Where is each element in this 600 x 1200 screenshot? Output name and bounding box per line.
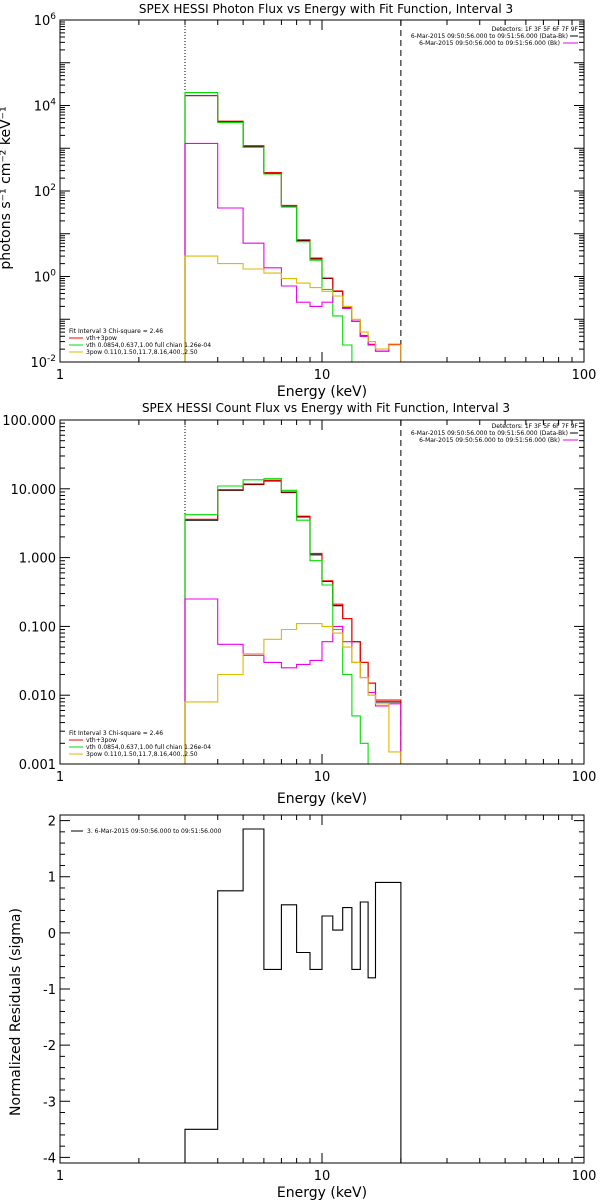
count-flux-info-box: Detectors: 1F 3F 5F 6F 7F 9F 6-Mar-2015 … xyxy=(411,423,579,444)
count-flux-frame xyxy=(59,419,585,765)
photon-flux-info-box: Detectors: 1F 3F 5F 6F 7F 9F 6-Mar-2015 … xyxy=(411,26,579,47)
y-tick-label: 0 xyxy=(48,927,56,942)
photon-flux-title: SPEX HESSI Photon Flux vs Energy with Fi… xyxy=(139,2,513,16)
count-flux-y-tick-labels: 0.001 0.010 0.100 1.000 10.000 100.000 xyxy=(2,414,56,773)
count-flux-interval-lines xyxy=(184,420,402,764)
photon-flux-frame xyxy=(59,19,585,363)
y-tick-label: 10-2 xyxy=(30,354,56,371)
count-series-2 xyxy=(184,478,401,765)
residuals-y-tick-labels: 2 1 0 -1 -2 -3 -4 xyxy=(43,815,56,1167)
fit-item-3pow: 3pow 0.110,1.50,11.7,8.16,400.,2.50 xyxy=(86,349,198,356)
y-tick-label: 1 xyxy=(48,871,56,886)
x-tick-label: 100 xyxy=(572,368,597,383)
y-tick-label: -3 xyxy=(43,1095,56,1110)
residuals-xlabel: Energy (keV) xyxy=(277,1185,367,1200)
y-tick-label: 0.001 xyxy=(19,758,56,773)
x-tick-label: 100 xyxy=(572,770,597,785)
fit-item-vth: vth 0.0854,0.637,1.00 full chian 1.26e-0… xyxy=(86,342,211,349)
photon-flux-xlabel: Energy (keV) xyxy=(277,384,367,400)
photon-flux-ylabel: photons s⁻¹ cm⁻² keV⁻¹ xyxy=(0,106,14,269)
photon-series-4 xyxy=(184,255,402,362)
count-flux-fit-legend: Fit Interval 3 Chi-square = 2.46 vth+3po… xyxy=(69,730,211,758)
count-flux-ticks xyxy=(59,419,584,765)
photon-series-2 xyxy=(184,92,401,363)
count-flux-panel: SPEX HESSI Count Flux vs Energy with Fit… xyxy=(2,401,596,807)
residuals-legend-label: 3. 6-Mar-2015 09:50:56.000 to 09:51:56.0… xyxy=(87,828,222,835)
y-tick-label: 100 xyxy=(34,269,57,286)
photon-flux-x-tick-labels: 1 10 100 xyxy=(56,368,597,383)
x-tick-label: 1 xyxy=(56,770,64,785)
y-tick-label: 2 xyxy=(48,815,56,830)
y-tick-label: 100.000 xyxy=(2,414,56,429)
photon-flux-y-tick-labels: 10-2 100 102 104 106 xyxy=(30,12,56,371)
residuals-legend: 3. 6-Mar-2015 09:50:56.000 to 09:51:56.0… xyxy=(71,828,222,835)
count-flux-xlabel: Energy (keV) xyxy=(277,791,367,807)
y-tick-label: 10.000 xyxy=(11,483,57,498)
fit-item-total: vth+3pow xyxy=(86,335,117,342)
count-series-3 xyxy=(184,598,402,764)
residuals-ylabel: Normalized Residuals (sigma) xyxy=(8,908,24,1116)
x-tick-label: 1 xyxy=(56,1169,64,1184)
residuals-frame xyxy=(59,814,585,1164)
residuals-x-tick-labels: 1 10 100 xyxy=(56,1169,597,1184)
info-data-interval: 6-Mar-2015 09:50:56.000 to 09:51:56.000 … xyxy=(411,430,568,437)
x-tick-label: 10 xyxy=(314,770,331,785)
info-data-interval: 6-Mar-2015 09:50:56.000 to 09:51:56.000 … xyxy=(411,33,568,40)
residuals-ticks xyxy=(59,815,584,1163)
residuals-panel: Normalized Residuals (sigma) Energy (keV… xyxy=(8,814,597,1200)
residuals-series xyxy=(184,828,402,1163)
info-detectors: Detectors: 1F 3F 5F 6F 7F 9F xyxy=(492,423,579,430)
y-tick-label: 0.010 xyxy=(19,689,56,704)
photon-flux-ticks xyxy=(59,19,584,363)
count-flux-title: SPEX HESSI Count Flux vs Energy with Fit… xyxy=(142,401,510,415)
fit-item-3pow: 3pow 0.110,1.50,11.7,8.16,400.,2.50 xyxy=(86,751,198,758)
y-tick-label: -4 xyxy=(43,1151,56,1166)
x-tick-label: 10 xyxy=(314,368,331,383)
x-tick-label: 10 xyxy=(314,1169,331,1184)
y-tick-label: 106 xyxy=(34,12,57,29)
fit-header: Fit Interval 3 Chi-square = 2.46 xyxy=(69,730,163,737)
photon-series-1 xyxy=(184,95,402,362)
fit-item-total: vth+3pow xyxy=(86,737,117,744)
count-flux-series xyxy=(184,478,402,765)
photon-flux-fit-legend: Fit Interval 3 Chi-square = 2.46 vth+3po… xyxy=(69,328,211,356)
y-tick-label: 1.000 xyxy=(19,552,56,567)
info-bk-interval: 6-Mar-2015 09:50:56.000 to 09:51:56.000 … xyxy=(419,40,560,47)
count-series-4 xyxy=(184,623,402,764)
x-tick-label: 100 xyxy=(572,1169,597,1184)
y-tick-label: 102 xyxy=(34,183,56,200)
residual-series-0 xyxy=(184,828,402,1163)
y-tick-label: 0.100 xyxy=(19,620,56,635)
x-tick-label: 1 xyxy=(56,368,64,383)
info-detectors: Detectors: 1F 3F 5F 6F 7F 9F xyxy=(492,26,579,33)
fit-item-vth: vth 0.0854,0.637,1.00 full chian 1.26e-0… xyxy=(86,744,211,751)
photon-flux-panel: SPEX HESSI Photon Flux vs Energy with Fi… xyxy=(0,2,596,400)
fit-header: Fit Interval 3 Chi-square = 2.46 xyxy=(69,328,163,335)
y-tick-label: -2 xyxy=(43,1039,56,1054)
y-tick-label: 104 xyxy=(34,98,57,115)
info-bk-interval: 6-Mar-2015 09:50:56.000 to 09:51:56.000 … xyxy=(419,437,560,444)
y-tick-label: -1 xyxy=(43,983,56,998)
photon-flux-series xyxy=(184,92,402,363)
count-flux-x-tick-labels: 1 10 100 xyxy=(56,770,597,785)
photon-series-0 xyxy=(184,95,402,362)
photon-series-3 xyxy=(184,142,402,362)
